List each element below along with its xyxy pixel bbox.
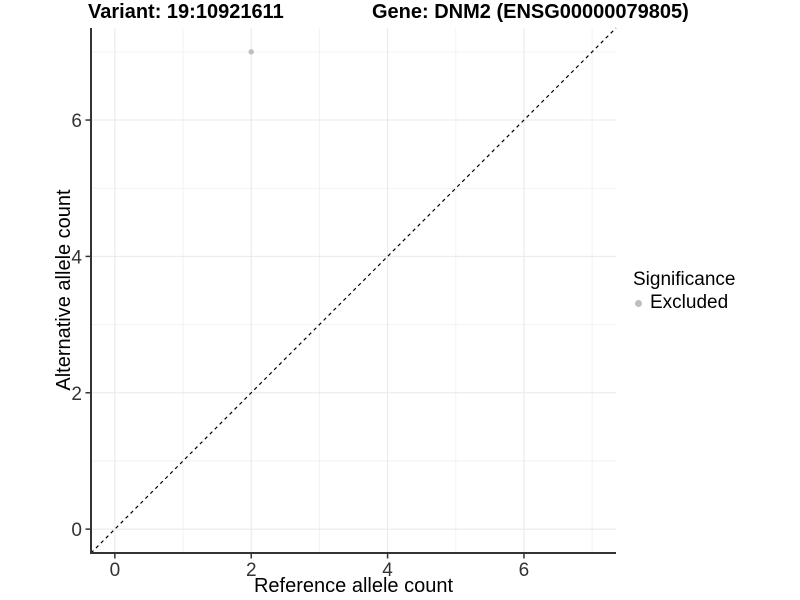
legend-item-excluded: Excluded (633, 292, 735, 314)
x-tick-label: 2 (246, 560, 257, 581)
identity-reference-line (90, 27, 617, 554)
plot-title-variant: Variant: 19:10921611 (88, 1, 284, 23)
x-tick-label: 0 (110, 560, 121, 581)
x-tick-label: 6 (519, 560, 530, 581)
y-tick-label: 0 (71, 520, 82, 541)
legend-title: Significance (633, 269, 736, 290)
x-tick-label: 4 (382, 560, 393, 581)
x-axis-title: Reference allele count (253, 575, 453, 597)
legend-item-label: Excluded (650, 292, 729, 313)
legend: Significance Excluded (633, 268, 735, 314)
plot-title-gene: Gene: DNM2 (ENSG00000079805) (372, 1, 689, 23)
y-tick-label: 4 (71, 247, 82, 268)
legend-point-icon (635, 299, 642, 307)
y-tick-label: 6 (71, 111, 82, 132)
y-tick-label: 2 (71, 384, 82, 405)
y-axis-title: Alternative allele count (53, 189, 75, 391)
data-point (248, 49, 254, 55)
